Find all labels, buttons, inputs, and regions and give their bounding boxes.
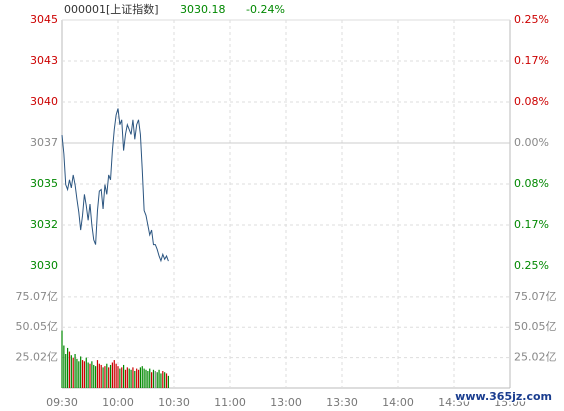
volume-bar bbox=[81, 360, 84, 388]
y-tick-label: 3035 bbox=[30, 177, 58, 190]
volume-bar bbox=[76, 358, 78, 388]
volume-bar bbox=[67, 347, 69, 388]
y-tick-label: 3037 bbox=[30, 136, 58, 149]
price-line bbox=[61, 108, 169, 263]
volume-bar bbox=[141, 366, 143, 388]
volume-bar bbox=[117, 366, 119, 388]
volume-bar bbox=[132, 367, 134, 388]
volume-bar bbox=[143, 368, 145, 388]
x-tick-label: 14:00 bbox=[382, 396, 414, 409]
watermark: www.365jz.com bbox=[455, 390, 552, 403]
volume-bar bbox=[158, 369, 160, 388]
x-tick-label: 11:00 bbox=[214, 396, 246, 409]
volume-bar bbox=[65, 354, 67, 388]
index-title: 000001[上证指数] bbox=[64, 2, 159, 16]
volume-bar bbox=[167, 375, 169, 388]
volume-tick-label-right: 50.05亿 bbox=[514, 320, 557, 333]
x-tick-label: 13:00 bbox=[270, 396, 302, 409]
y2-tick-label: 0.17% bbox=[514, 54, 549, 67]
x-tick-label: 13:30 bbox=[326, 396, 358, 409]
x-tick-label: 10:00 bbox=[102, 396, 134, 409]
volume-bar bbox=[83, 361, 85, 388]
volume-bar bbox=[72, 357, 74, 388]
volume-bar bbox=[63, 345, 65, 388]
volume-bar bbox=[115, 363, 117, 388]
volume-bar bbox=[95, 366, 97, 388]
y2-tick-label: 0.08% bbox=[514, 177, 549, 190]
volume-bar bbox=[128, 368, 130, 388]
y-tick-label: 3032 bbox=[30, 218, 58, 231]
volume-tick-label-right: 25.02亿 bbox=[514, 351, 557, 364]
volume-bar bbox=[106, 363, 108, 388]
volume-bar bbox=[98, 363, 100, 388]
volume-bar bbox=[96, 360, 99, 388]
volume-bar bbox=[108, 367, 110, 388]
y2-tick-label: 0.25% bbox=[514, 259, 549, 272]
volume-bar bbox=[151, 372, 153, 388]
volume-bar bbox=[152, 369, 155, 388]
volume-bar bbox=[147, 371, 149, 388]
volume-bar bbox=[113, 360, 115, 388]
volume-bar bbox=[85, 357, 87, 388]
volume-bar bbox=[104, 366, 106, 388]
volume-bar bbox=[145, 369, 147, 388]
x-tick-label: 14:30 bbox=[438, 396, 470, 409]
volume-bar bbox=[149, 368, 151, 388]
volume-bar bbox=[87, 362, 89, 388]
volume-bar bbox=[156, 372, 158, 388]
volume-bar bbox=[160, 373, 162, 388]
volume-bar bbox=[74, 354, 76, 388]
x-tick-label: 10:30 bbox=[158, 396, 190, 409]
volume-bar bbox=[100, 364, 102, 388]
volume-bar bbox=[137, 369, 140, 388]
y-tick-label: 3040 bbox=[30, 95, 58, 108]
last-price: 3030.18 bbox=[180, 3, 226, 16]
x-tick-label: 15:00 bbox=[494, 396, 526, 409]
volume-bar bbox=[68, 351, 71, 388]
volume-bar bbox=[162, 371, 164, 388]
volume-bar bbox=[139, 367, 141, 388]
volume-bar bbox=[134, 371, 136, 388]
volume-bar bbox=[123, 364, 125, 388]
y2-tick-label: 0.17% bbox=[514, 218, 549, 231]
volume-bar bbox=[102, 367, 104, 388]
volume-tick-label: 50.05亿 bbox=[16, 320, 59, 333]
volume-bar bbox=[154, 371, 156, 388]
volume-bar bbox=[93, 364, 95, 388]
volume-tick-label-right: 75.07亿 bbox=[514, 290, 557, 303]
change: -0.24% bbox=[246, 3, 285, 16]
volume-bar bbox=[124, 369, 127, 388]
y-tick-label: 3043 bbox=[30, 54, 58, 67]
y-tick-label: 3045 bbox=[30, 13, 58, 26]
volume-bar bbox=[61, 330, 63, 388]
volume-bar bbox=[91, 361, 93, 388]
volume-tick-label: 75.07亿 bbox=[16, 290, 59, 303]
volume-bar bbox=[130, 369, 132, 388]
volume-bar bbox=[164, 372, 166, 388]
volume-bar bbox=[111, 362, 113, 388]
volume-bar bbox=[119, 368, 121, 388]
volume-bar bbox=[121, 367, 123, 388]
volume-bar bbox=[136, 368, 138, 388]
volume-bar bbox=[165, 373, 168, 388]
x-tick-label: 09:30 bbox=[46, 396, 78, 409]
y2-tick-label: 0.08% bbox=[514, 95, 549, 108]
y2-tick-label: 0.00% bbox=[514, 136, 549, 149]
volume-bar bbox=[89, 363, 91, 388]
y2-tick-label: 0.25% bbox=[514, 13, 549, 26]
volume-bar bbox=[70, 355, 72, 388]
volume-bar bbox=[80, 356, 82, 388]
volume-bar bbox=[78, 361, 80, 388]
y-tick-label: 3030 bbox=[30, 259, 58, 272]
volume-tick-label: 25.02亿 bbox=[16, 351, 59, 364]
volume-bar bbox=[109, 364, 112, 388]
volume-bar bbox=[126, 367, 128, 388]
